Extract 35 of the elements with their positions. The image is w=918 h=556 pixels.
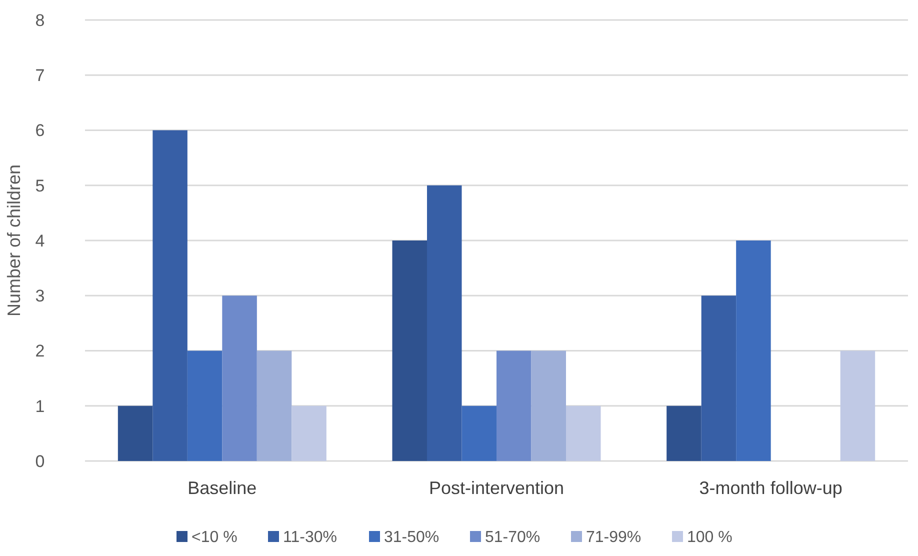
legend-label: 51-70%	[485, 529, 540, 546]
bar	[256, 350, 292, 461]
y-tick-label: 1	[35, 396, 45, 416]
bar	[462, 406, 496, 461]
bar	[666, 406, 702, 461]
bar	[840, 350, 876, 461]
legend-label: 11-30%	[283, 529, 337, 546]
bar	[496, 350, 532, 461]
y-tick-label: 3	[35, 286, 45, 306]
legend-label: 31-50%	[384, 529, 440, 546]
bar	[736, 240, 771, 461]
y-tick-label: 0	[35, 452, 45, 471]
y-tick-label: 6	[35, 121, 45, 140]
bar	[566, 406, 601, 461]
x-tick-label: 3-month follow-up	[699, 478, 842, 498]
bar	[187, 350, 222, 461]
x-tick-label: Post-intervention	[428, 478, 564, 498]
bar	[222, 296, 257, 461]
bar	[392, 240, 427, 461]
bar	[427, 185, 462, 461]
bar	[292, 406, 326, 461]
y-tick-label: 4	[35, 231, 45, 250]
y-tick-label: 5	[35, 176, 45, 196]
legend-label: 100 %	[687, 529, 732, 546]
y-tick-label: 7	[35, 66, 45, 86]
y-axis-title: Number of children	[4, 164, 24, 317]
x-tick-label: Baseline	[188, 478, 257, 498]
bar	[531, 350, 566, 461]
bar	[118, 406, 153, 461]
y-tick-label: 8	[35, 10, 45, 30]
legend-label: <10 %	[192, 529, 238, 546]
bar	[152, 130, 188, 461]
legend-label: 71-99%	[586, 529, 642, 546]
bar	[701, 296, 736, 461]
y-tick-label: 2	[35, 342, 45, 361]
